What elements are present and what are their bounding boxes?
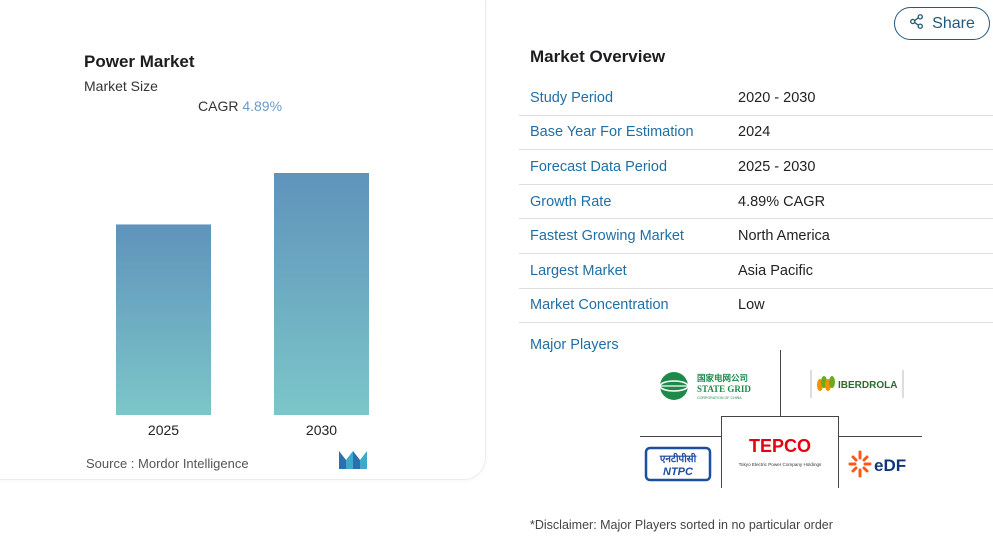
bar-2030 [274,173,369,415]
overview-value: 2020 - 2030 [738,89,816,106]
chart-card [0,0,486,480]
overview-value: Low [738,297,765,314]
overview-row: Market Concentration Low [519,289,993,324]
overview-key[interactable]: Base Year For Estimation [530,124,694,141]
tepco-text: TEPCO [749,436,811,456]
share-button[interactable]: Share [894,7,990,40]
overview-row: Growth Rate 4.89% CAGR [519,185,993,220]
overview-value: Asia Pacific [738,262,813,279]
overview-key[interactable]: Fastest Growing Market [530,228,684,245]
overview-value: 4.89% CAGR [738,193,826,210]
bar-2025 [116,224,211,415]
edf-text: eDF [874,456,906,475]
bar-chart: 2025 2030 [116,173,369,438]
cagr-value: 4.89% [242,98,283,114]
edf-logo: eDF [846,446,922,482]
chart-subtitle: Market Size [84,78,158,94]
state-grid-sub: CORPORATION OF CHINA [697,396,742,400]
state-grid-logo: 国家电网公司 STATE GRID CORPORATION OF CHINA [658,366,758,406]
mordor-logo-icon [339,451,369,474]
overview-row: Forecast Data Period 2025 - 2030 [519,150,993,185]
overview-key[interactable]: Study Period [530,89,614,106]
share-label: Share [932,14,975,32]
x-tick-label: 2030 [306,422,337,438]
ntpc-text: NTPC [663,466,694,478]
overview-value: North America [738,228,830,245]
overview-key[interactable]: Growth Rate [530,193,612,210]
overview-value: 2024 [738,124,771,141]
cagr-annotation: CAGR 4.89% [198,98,282,114]
major-players-grid: 国家电网公司 STATE GRID CORPORATION OF CHINA I… [640,350,922,490]
overview-key[interactable]: Forecast Data Period [530,158,668,175]
overview-table: Study Period 2020 - 2030 Base Year For E… [519,81,993,324]
state-grid-cn: 国家电网公司 [697,373,748,383]
overview-key[interactable]: Largest Market [530,262,627,279]
overview-row: Fastest Growing Market North America [519,219,993,254]
overview-row: Largest Market Asia Pacific [519,254,993,289]
overview-row: Base Year For Estimation 2024 [519,116,993,151]
overview-value: 2025 - 2030 [738,158,816,175]
cagr-label: CAGR [198,98,239,114]
tepco-sub: Tokyo Electric Power Company Holdings [739,462,822,467]
ntpc-logo: एनटीपीसी NTPC [644,446,712,482]
disclaimer: *Disclaimer: Major Players sorted in no … [530,518,833,532]
share-icon [909,13,924,34]
overview-row: Study Period 2020 - 2030 [519,81,993,116]
major-players-title[interactable]: Major Players [530,337,619,353]
ntpc-hi: एनटीपीसी [659,452,697,465]
chart-title: Power Market [84,52,195,71]
state-grid-text: STATE GRID [697,384,751,394]
iberdrola-logo: IBERDROLA [810,368,904,400]
iberdrola-text: IBERDROLA [838,380,897,391]
x-tick-label: 2025 [148,422,179,438]
tepco-logo: TEPCO Tokyo Electric Power Company Holdi… [728,432,832,472]
overview-title: Market Overview [530,47,666,66]
overview-key[interactable]: Market Concentration [530,297,669,314]
chart-source: Source : Mordor Intelligence [86,456,249,471]
